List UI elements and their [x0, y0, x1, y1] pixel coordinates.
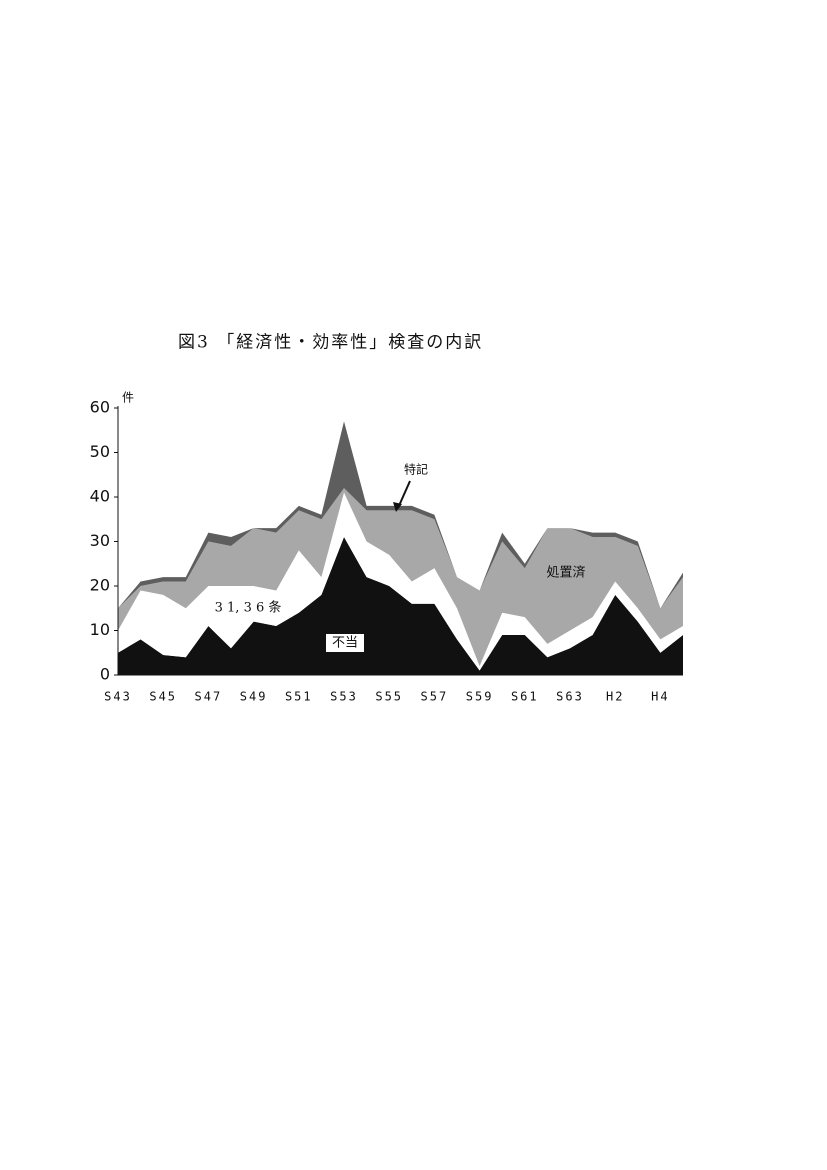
x-tick-label: S43 [104, 690, 132, 704]
x-tick-label: S49 [240, 690, 268, 704]
x-tick-label: S45 [149, 690, 177, 704]
y-tick-label: 0 [100, 665, 110, 684]
plot: 0 10 20 30 40 50 60 S43 S45 S47 S49 S51 S53 S55 S57 S59… [90, 398, 683, 704]
x-tick-label: S51 [285, 690, 313, 704]
x-tick-label: H2 [606, 690, 624, 704]
series-label: 3 1, 3 6 条 [215, 600, 282, 616]
area [118, 537, 683, 675]
x-tick-label: S47 [195, 690, 223, 704]
y-tick-label: 60 [90, 398, 110, 417]
y-axis-unit: 件 [122, 391, 134, 405]
x-tick-label: S61 [511, 690, 539, 704]
y-tick-label: 30 [90, 531, 110, 550]
series-label: 処置済 [546, 565, 585, 581]
x-tick-label: S53 [330, 690, 358, 704]
x-tick-label: S59 [466, 690, 494, 704]
x-tick-label: S63 [556, 690, 584, 704]
y-tick-label: 20 [90, 576, 110, 595]
label-arrow-head [393, 502, 402, 512]
area [118, 492, 683, 671]
y-tick-label: 10 [90, 620, 110, 639]
chart-title: 図3 「経済性・効率性」検査の内訳 [178, 333, 483, 353]
series-label: 特記 [404, 462, 428, 477]
x-tick-label: H4 [651, 690, 669, 704]
y-tick-label: 40 [90, 487, 110, 506]
x-tick-label: S57 [421, 690, 449, 704]
label-arrow [397, 480, 411, 509]
y-tick-label: 50 [90, 442, 110, 461]
area [118, 488, 683, 667]
label-box [326, 634, 364, 652]
x-tick-label: S55 [375, 690, 403, 704]
series-label: 不当 [332, 636, 358, 651]
